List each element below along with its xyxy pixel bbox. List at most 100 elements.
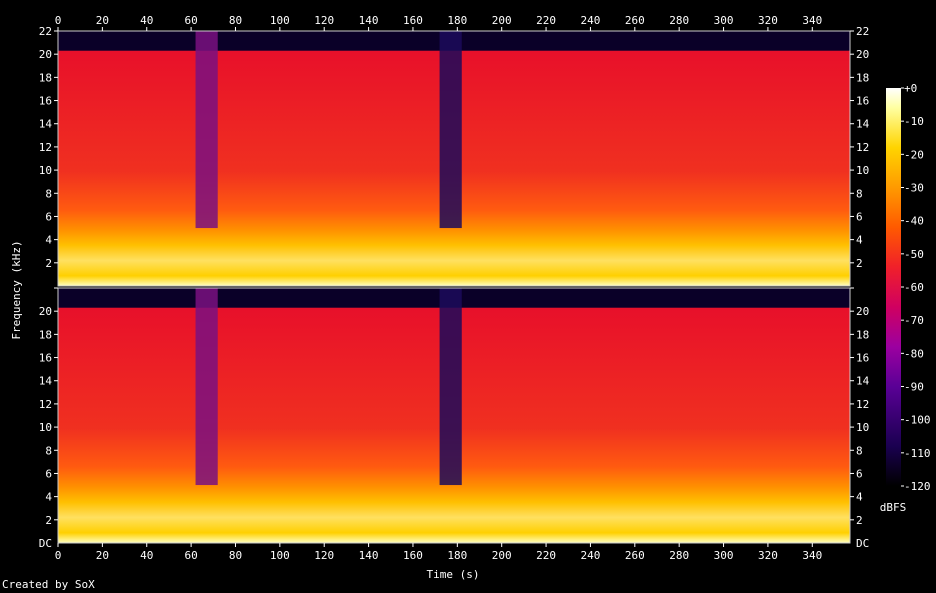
x-tick-label: 280 (669, 14, 689, 27)
y-tick-label: 16 (39, 95, 52, 108)
x-tick-label: 220 (536, 14, 556, 27)
x-tick-label: 240 (580, 549, 600, 562)
x-tick-label: 340 (802, 14, 822, 27)
y-tick-label: 12 (39, 398, 52, 411)
x-tick-label: 320 (758, 14, 778, 27)
x-tick-label: 160 (403, 549, 423, 562)
x-tick-label: 240 (580, 14, 600, 27)
channel-1-spectrogram (57, 30, 851, 287)
colorbar-tick-label: -40 (904, 215, 924, 228)
x-tick-label: 300 (714, 549, 734, 562)
y-tick-label: 10 (39, 164, 52, 177)
x-tick-label: 260 (625, 549, 645, 562)
y-tick-label: 22 (39, 25, 52, 38)
y-tick-label: 16 (856, 352, 869, 365)
y-tick-label: 18 (856, 328, 869, 341)
panel-frame (57, 30, 851, 287)
y-tick-label: 14 (39, 375, 53, 388)
y-tick-label: 22 (856, 25, 869, 38)
x-tick-label: 120 (314, 549, 334, 562)
y-tick-label: 4 (45, 234, 52, 247)
y-tick-label: 18 (856, 71, 869, 84)
y-tick-label-dc: DC (856, 537, 869, 550)
y-tick-label: 2 (856, 257, 863, 270)
x-tick-label: 280 (669, 549, 689, 562)
colorbar-tick-label: -60 (904, 281, 924, 294)
y-tick-label: 10 (39, 421, 52, 434)
colorbar-tick-label: -90 (904, 381, 924, 394)
y-tick-label: 12 (39, 141, 52, 154)
y-tick-label: 20 (39, 305, 52, 318)
colorbar-ticks: +0 -10 -20 -30 -40 -50 -60 -70 -80 -90 -100 -110 -12… (901, 82, 931, 493)
panel-frame (57, 287, 851, 544)
credit-text: Created by SoX (2, 578, 95, 591)
quiet-section (195, 288, 218, 486)
colorbar-tick-label: -50 (904, 248, 924, 261)
x-tick-label: 80 (229, 14, 242, 27)
y-tick-label-dc: DC (39, 537, 52, 550)
colorbar-tick-label: -100 (904, 414, 931, 427)
y-tick-label: 14 (856, 118, 870, 131)
x-tick-label: 20 (96, 14, 109, 27)
x-tick-label: 120 (314, 14, 334, 27)
x-tick-label: 20 (96, 549, 109, 562)
x-axis-label: Time (s) (427, 568, 480, 581)
x-tick-label: 60 (184, 14, 197, 27)
y-tick-label: 10 (856, 164, 869, 177)
quiet-section (439, 31, 462, 229)
y-tick-label: 2 (45, 257, 52, 270)
x-tick-label: 260 (625, 14, 645, 27)
x-tick-label: 220 (536, 549, 556, 562)
y-tick-label: 6 (856, 210, 863, 223)
x-tick-label: 140 (359, 14, 379, 27)
y-axis-label: Frequency (kHz) (10, 240, 23, 339)
x-tick-label: 0 (55, 14, 62, 27)
y-tick-label: 14 (856, 375, 870, 388)
y-tick-label: 4 (856, 491, 863, 504)
x-tick-label: 60 (184, 549, 197, 562)
y-tick-label: 20 (856, 48, 869, 61)
colorbar-tick-label: -20 (904, 148, 924, 161)
x-tick-label: 200 (492, 14, 512, 27)
colorbar-label: dBFS (880, 501, 907, 514)
y-tick-label: 4 (45, 491, 52, 504)
spectrogram-panels (57, 30, 851, 544)
x-tick-label: 0 (55, 549, 62, 562)
x-tick-label: 300 (714, 14, 734, 27)
x-tick-label: 100 (270, 549, 290, 562)
x-tick-label: 180 (447, 549, 467, 562)
y-tick-label: 8 (45, 187, 52, 200)
y-tick-label: 4 (856, 234, 863, 247)
y-tick-label: 20 (39, 48, 52, 61)
y-tick-label: 12 (856, 141, 869, 154)
x-tick-label: 160 (403, 14, 423, 27)
colorbar-tick-label: -80 (904, 347, 924, 360)
y-tick-label: 12 (856, 398, 869, 411)
colorbar-tick-label: -10 (904, 115, 924, 128)
y-tick-label: 18 (39, 328, 52, 341)
colorbar-tick-label: -110 (904, 447, 931, 460)
y-tick-label: 14 (39, 118, 53, 131)
y-tick-label: 2 (45, 514, 52, 527)
colorbar-tick-label: -70 (904, 314, 924, 327)
y-tick-label: 18 (39, 71, 52, 84)
y-tick-label: 20 (856, 305, 869, 318)
x-tick-label: 40 (140, 549, 153, 562)
y-tick-label: 10 (856, 421, 869, 434)
x-tick-label: 140 (359, 549, 379, 562)
x-tick-label: 80 (229, 549, 242, 562)
y-tick-label: 8 (856, 187, 863, 200)
colorbar (886, 88, 901, 486)
x-tick-label: 320 (758, 549, 778, 562)
y-tick-label: 8 (856, 444, 863, 457)
channel-2-spectrogram (57, 287, 851, 544)
y-tick-label: 16 (39, 352, 52, 365)
x-tick-label: 200 (492, 549, 512, 562)
colorbar-tick-label: -120 (904, 480, 931, 493)
x-tick-label: 180 (447, 14, 467, 27)
quiet-section (195, 31, 218, 229)
colorbar-tick-label: -30 (904, 182, 924, 195)
x-tick-label: 340 (802, 549, 822, 562)
